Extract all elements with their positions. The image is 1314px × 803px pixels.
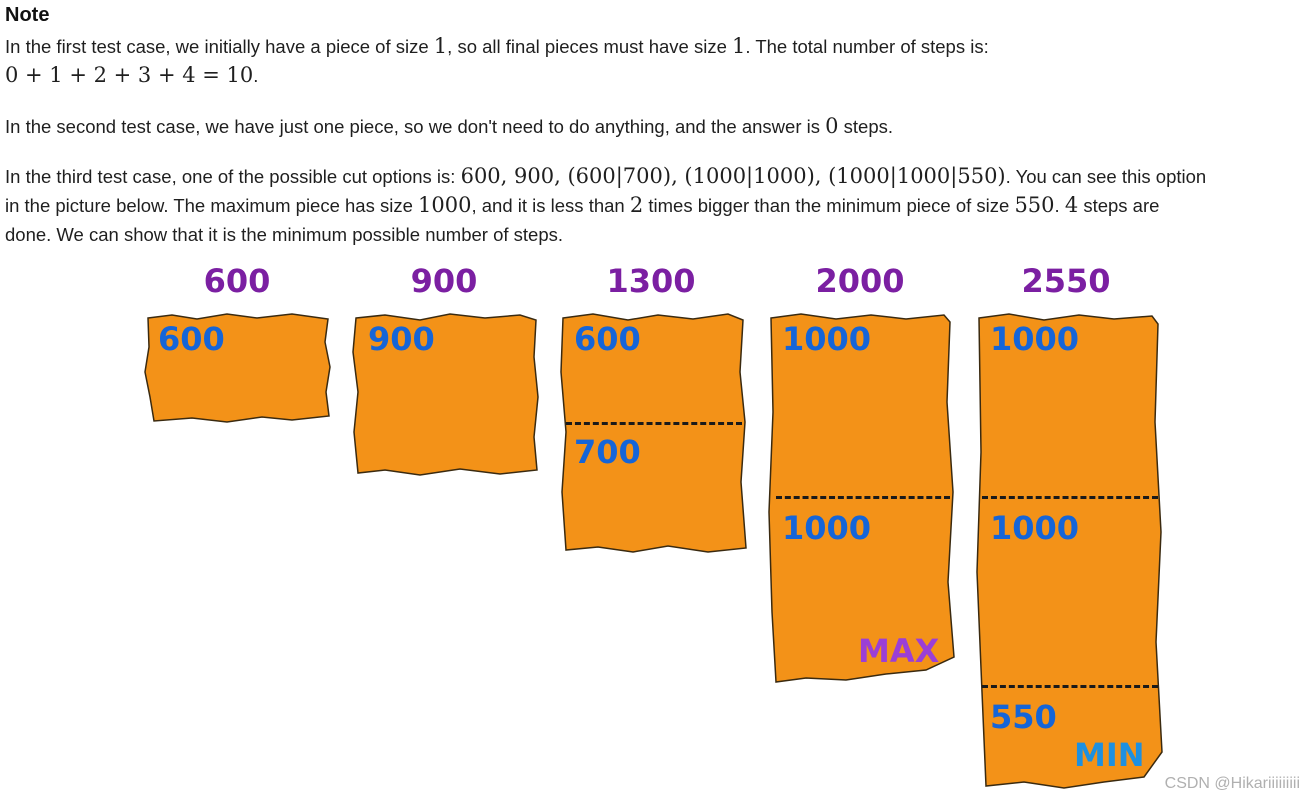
piece-900: 900 xyxy=(350,312,540,477)
total-label-2: 900 xyxy=(410,262,478,300)
torn-paper-shape xyxy=(768,313,955,683)
piece-label: 700 xyxy=(574,433,641,471)
piece-label: 1000 xyxy=(990,509,1080,547)
piece-label: 600 xyxy=(574,320,641,358)
max-tag: MAX xyxy=(858,632,940,670)
paragraph-second-test: In the second test case, we have just on… xyxy=(5,114,893,138)
cut-line xyxy=(982,496,1158,499)
cut-line xyxy=(776,496,950,499)
piece-2000: 1000 1000 MAX xyxy=(766,312,956,686)
total-label-1: 600 xyxy=(203,262,271,300)
paragraph-third-test-line1: In the third test case, one of the possi… xyxy=(5,164,1207,188)
piece-label: 1000 xyxy=(782,509,872,547)
piece-label: 1000 xyxy=(782,320,872,358)
torn-paper-shape xyxy=(352,313,539,476)
torn-paper-shape xyxy=(976,313,1163,789)
piece-label: 600 xyxy=(158,320,225,358)
torn-paper-shape xyxy=(560,313,747,553)
torn-paper-shape xyxy=(144,313,331,423)
cut-line xyxy=(982,685,1158,688)
piece-label: 550 xyxy=(990,698,1057,736)
total-label-5: 2550 xyxy=(1021,262,1111,300)
note-title: Note xyxy=(5,4,50,26)
paragraph-first-test-equation: 0 + 1 + 2 + 3 + 4 = 10. xyxy=(5,63,259,87)
piece-2550: 1000 1000 550 MIN xyxy=(974,312,1164,790)
paragraph-third-test-line2: in the picture below. The maximum piece … xyxy=(5,193,1160,217)
piece-600: 600 xyxy=(142,312,332,424)
piece-label: 1000 xyxy=(990,320,1080,358)
total-label-3: 1300 xyxy=(606,262,696,300)
piece-label: 900 xyxy=(368,320,435,358)
paragraph-first-test-line1: In the first test case, we initially hav… xyxy=(5,34,989,58)
min-tag: MIN xyxy=(1074,736,1145,774)
watermark: CSDN @Hikariiiiiiiii xyxy=(1164,775,1300,792)
cut-line xyxy=(566,422,742,425)
total-label-4: 2000 xyxy=(815,262,905,300)
paragraph-third-test-line3: done. We can show that it is the minimum… xyxy=(5,224,564,245)
piece-1300: 600 700 xyxy=(558,312,748,554)
